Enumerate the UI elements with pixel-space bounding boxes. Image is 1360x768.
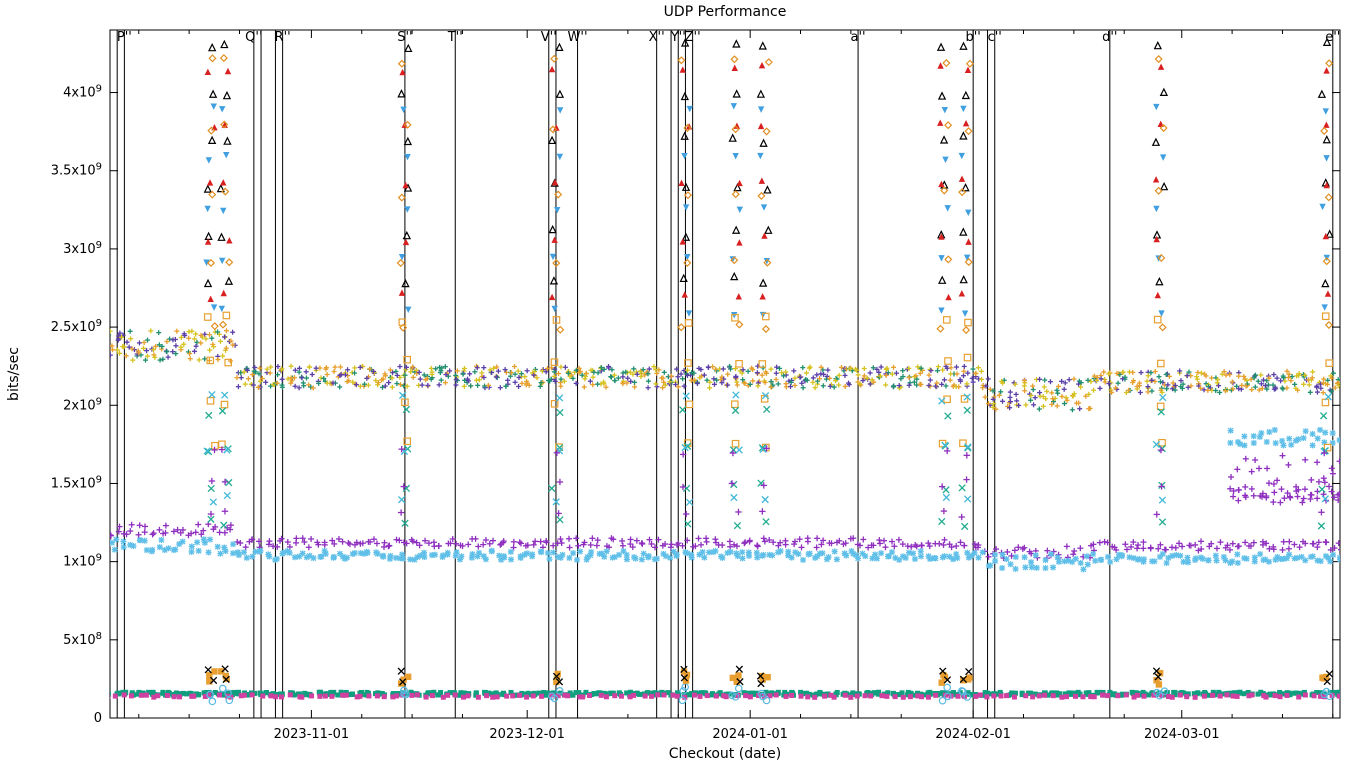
svg-text:2024-02-01: 2024-02-01 [935, 727, 1011, 742]
svg-text:2024-03-01: 2024-03-01 [1144, 727, 1220, 742]
svg-text:UDP Performance: UDP Performance [664, 4, 787, 20]
svg-text:3x109: 3x109 [63, 240, 102, 257]
svg-text:2x109: 2x109 [63, 396, 102, 413]
svg-text:4x109: 4x109 [63, 84, 102, 101]
svg-text:1x109: 1x109 [63, 553, 102, 570]
svg-text:1.5x109: 1.5x109 [51, 474, 102, 491]
udp-performance-chart: 0 5x108 1x109 1.5x109 2x109 2.5x109 3x109 3.5x1… [0, 0, 1360, 768]
svg-text:2023-11-01: 2023-11-01 [274, 727, 350, 742]
svg-text:Checkout (date): Checkout (date) [669, 746, 781, 762]
svg-text:bits/sec: bits/sec [6, 347, 22, 401]
svg-text:2023-12-01: 2023-12-01 [489, 727, 565, 742]
svg-text:3.5x109: 3.5x109 [51, 162, 102, 179]
svg-text:2.5x109: 2.5x109 [51, 318, 102, 335]
svg-text:0: 0 [94, 711, 102, 726]
chart-container: 0 5x108 1x109 1.5x109 2x109 2.5x109 3x109 3.5x1… [0, 0, 1360, 768]
svg-text:2024-01-01: 2024-01-01 [712, 727, 788, 742]
svg-text:5x108: 5x108 [63, 631, 102, 648]
